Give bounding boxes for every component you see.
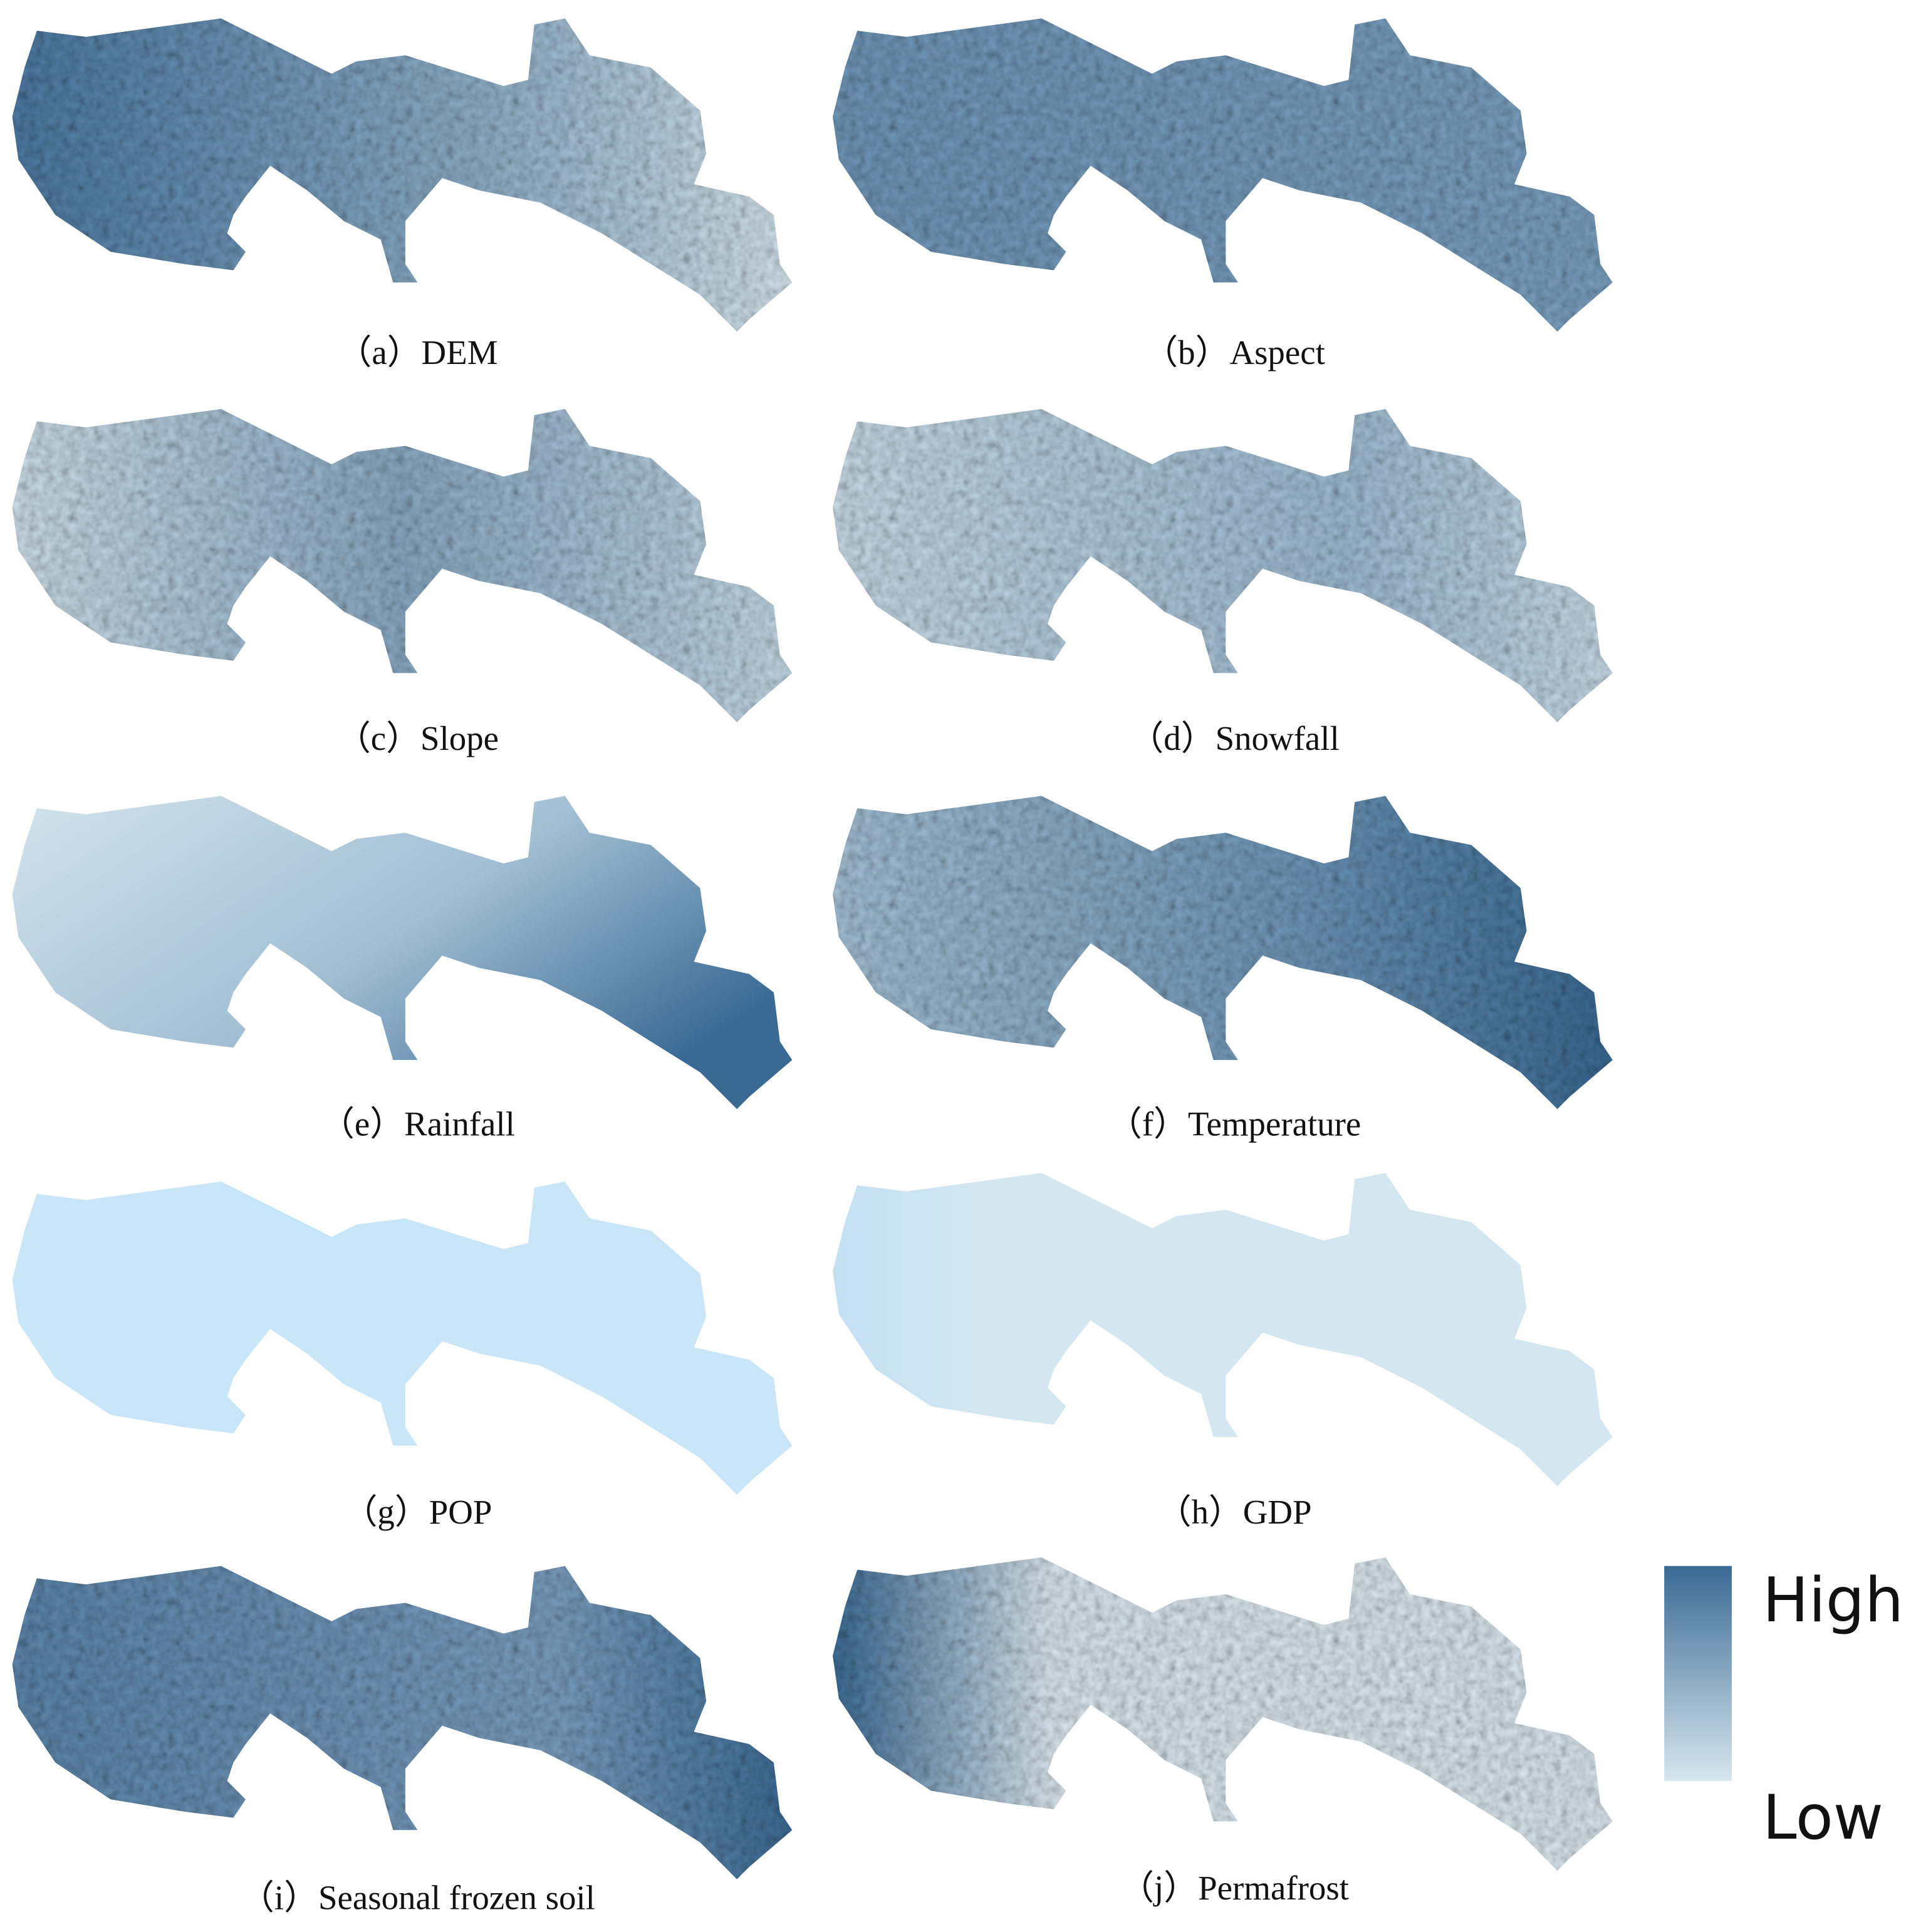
panel-caption: （h）GDP — [1157, 1493, 1312, 1531]
panel-caption: （d）Snowfall — [1129, 719, 1339, 757]
legend-bar — [1664, 1566, 1732, 1781]
map-panel — [833, 796, 1613, 1109]
map-panel — [833, 408, 1613, 722]
map-panel — [833, 1557, 1613, 1871]
panel-caption: （i）Seasonal frozen soil — [240, 1879, 595, 1917]
map-panel — [12, 796, 793, 1109]
map-panel — [833, 18, 1613, 332]
panel-caption: （f）Temperature — [1108, 1104, 1361, 1143]
map-panel — [833, 1173, 1613, 1487]
panel-caption: （a）DEM — [337, 333, 497, 371]
panel-caption: （j）Permafrost — [1120, 1869, 1349, 1907]
panel-caption: （e）Rainfall — [320, 1104, 515, 1143]
map-panel — [12, 18, 793, 332]
legend-high: High — [1762, 1565, 1903, 1636]
panel-caption: （c）Slope — [336, 719, 499, 757]
panel-caption: （g）POP — [343, 1493, 492, 1531]
legend-low: Low — [1762, 1782, 1883, 1854]
panel-caption: （b）Aspect — [1143, 333, 1325, 371]
map-panel — [12, 1566, 793, 1879]
map-panel — [12, 1182, 793, 1495]
map-panel — [12, 408, 793, 722]
panels: （a）DEM （b）Aspect （c）Slope （d）Snowfall （e）Rai… — [12, 18, 1613, 1917]
